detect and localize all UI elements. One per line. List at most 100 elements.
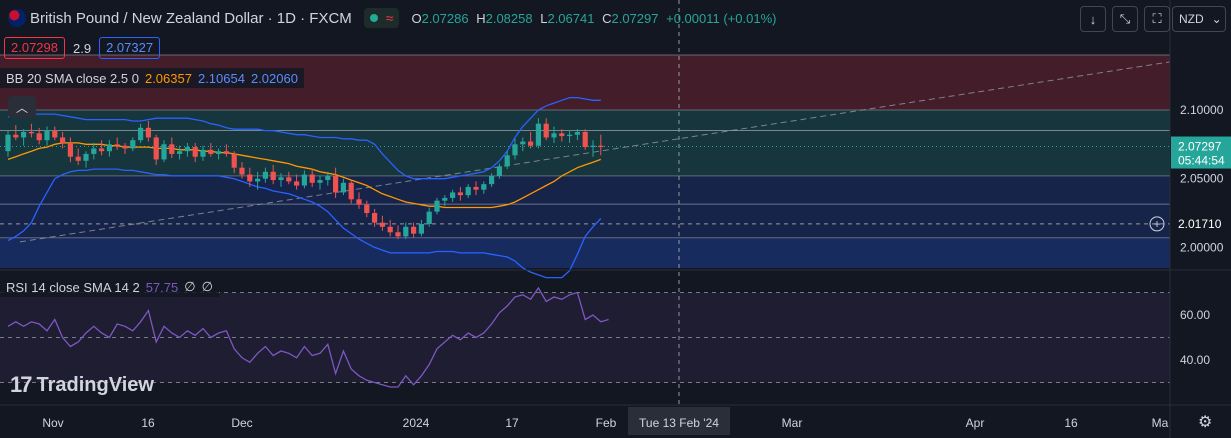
candle-body xyxy=(122,145,128,149)
candle-body xyxy=(442,197,448,201)
candle-body xyxy=(270,171,276,181)
candle-body xyxy=(528,141,534,146)
candle-body xyxy=(574,131,580,135)
candle-body xyxy=(36,133,42,141)
candle xyxy=(184,142,190,157)
candle-body xyxy=(169,144,175,154)
candle-body xyxy=(161,144,167,160)
candle xyxy=(44,126,50,146)
close-value: 2.07297 xyxy=(611,10,659,26)
toolbar: ↓ ⤡ ⛶ xyxy=(1080,6,1170,32)
candle xyxy=(598,134,604,156)
candles xyxy=(5,118,604,240)
open-label: O xyxy=(411,10,422,26)
candle-body xyxy=(99,148,105,152)
candle-body xyxy=(177,151,183,154)
high-label: H xyxy=(476,10,486,26)
crosshair-date-badge xyxy=(628,407,730,435)
candle-body xyxy=(67,142,73,157)
time-tick-label: Apr xyxy=(966,416,985,430)
candle xyxy=(395,225,401,240)
collapse-arrows-icon[interactable]: ⤡ xyxy=(1112,6,1138,32)
candle-body xyxy=(286,177,292,182)
candle-body xyxy=(481,184,487,190)
candle-body xyxy=(223,151,229,154)
candle xyxy=(387,219,393,237)
candle xyxy=(239,162,245,179)
buy-price-button[interactable]: 2.07327 xyxy=(99,37,161,59)
candle xyxy=(145,120,151,142)
candle xyxy=(551,126,557,143)
candle-body xyxy=(239,167,245,175)
candle-body xyxy=(512,144,518,156)
time-tick-label: 16 xyxy=(141,416,155,430)
candle-body xyxy=(465,186,471,196)
candle-body xyxy=(21,131,27,138)
symbol-title[interactable]: British Pound / New Zealand Dollar · 1D … xyxy=(30,9,352,27)
candle xyxy=(21,129,27,146)
crosshair-price-label: 2.01710 xyxy=(1178,217,1222,231)
candle-body xyxy=(356,199,362,205)
gbp-flag-icon xyxy=(8,9,26,27)
candle-body xyxy=(106,144,112,152)
candle-body xyxy=(75,156,81,161)
candle-body xyxy=(395,232,401,237)
candle xyxy=(255,171,261,190)
candle xyxy=(247,167,253,187)
tradingview-logo-icon: 17 xyxy=(10,372,33,397)
time-tick-label: Mar xyxy=(782,416,803,430)
rsi-tick-label: 40.00 xyxy=(1180,353,1210,367)
low-value: 2.06741 xyxy=(547,10,595,26)
branding-text: TradingView xyxy=(36,373,154,396)
candle xyxy=(153,134,159,165)
market-status[interactable]: ≈ xyxy=(363,8,400,28)
candle xyxy=(223,144,229,157)
arrow-down-icon[interactable]: ↓ xyxy=(1080,6,1106,32)
change-value: +0.00011 (+0.01%) xyxy=(666,10,777,26)
bb-basis-value: 2.06357 xyxy=(144,70,192,86)
rsi-tick-label: 60.00 xyxy=(1180,308,1210,322)
candle-body xyxy=(231,153,237,168)
candle xyxy=(161,140,167,163)
bb-upper-line xyxy=(7,96,601,180)
plus-icon: + xyxy=(1153,217,1160,231)
time-tick-label: 16 xyxy=(1064,416,1078,430)
time-tick-label: 2024 xyxy=(403,416,430,430)
tradingview-logo[interactable]: 17 TradingView xyxy=(10,372,154,398)
candle xyxy=(169,137,175,159)
candle xyxy=(208,142,214,157)
candle xyxy=(481,181,487,194)
candle-body xyxy=(278,177,284,181)
price-tick-label: 2.10000 xyxy=(1180,103,1224,117)
candle xyxy=(28,123,34,138)
candle xyxy=(13,125,19,141)
candle xyxy=(231,151,237,174)
candle-body xyxy=(364,204,370,214)
high-value: 2.08258 xyxy=(485,10,533,26)
candle xyxy=(317,175,323,190)
rsi-legend[interactable]: RSI 14 close SMA 14 2 57.75 ∅ ∅ xyxy=(0,277,219,297)
sell-price-button[interactable]: 2.07298 xyxy=(4,37,65,59)
crosshair-date-label: Tue 13 Feb '24 xyxy=(639,416,719,430)
zone-blue-dark xyxy=(0,237,1170,268)
candle-body xyxy=(13,134,19,138)
rsi-extra2: ∅ xyxy=(201,279,213,294)
low-label: L xyxy=(540,10,548,26)
rsi-value: 57.75 xyxy=(145,279,179,295)
collapse-legend-button[interactable]: ︿ xyxy=(8,96,36,118)
candle-body xyxy=(387,226,393,233)
candle-body xyxy=(91,148,97,154)
candle-body xyxy=(426,211,432,225)
bb-legend[interactable]: BB 20 SMA close 2.5 0 2.06357 2.10654 2.… xyxy=(0,68,304,88)
spread-value: 2.9 xyxy=(73,40,92,56)
currency-select[interactable]: NZD ⌄ xyxy=(1172,6,1226,32)
gear-icon[interactable]: ⚙ xyxy=(1198,414,1213,431)
candle xyxy=(67,137,73,163)
fullscreen-icon[interactable]: ⛶ xyxy=(1144,6,1170,32)
bb-label: BB 20 SMA close 2.5 0 xyxy=(6,70,139,86)
candle-body xyxy=(598,145,604,148)
candle-body xyxy=(450,192,456,198)
candle xyxy=(489,173,495,187)
close-label: C xyxy=(602,10,612,26)
